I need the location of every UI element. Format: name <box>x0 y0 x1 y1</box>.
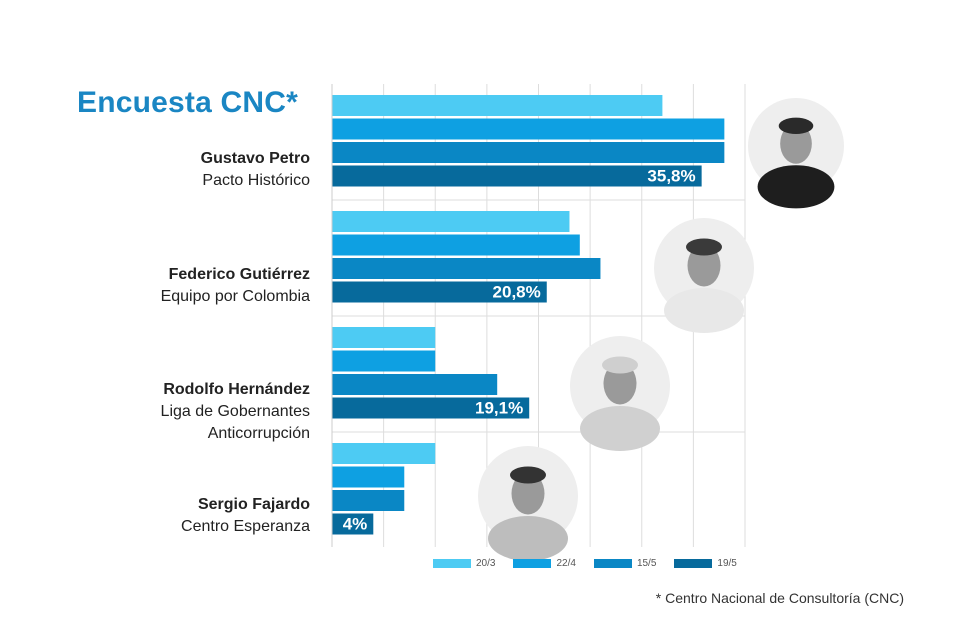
portrait-shoulders <box>580 406 660 451</box>
bar-19-5 <box>332 513 374 535</box>
chart-title: Encuesta CNC* <box>77 86 298 119</box>
bar-22-4 <box>332 118 725 140</box>
chart-legend: 20/3 22/4 15/5 19/5 <box>433 558 737 569</box>
candidate-label-gutierrez: Federico Gutiérrez Equipo por Colombia <box>70 264 310 308</box>
bar-20-3 <box>332 327 436 348</box>
bar-data-label: 4% <box>343 515 368 534</box>
bar-20-3 <box>332 95 663 116</box>
footnote: * Centro Nacional de Consultoría (CNC) <box>655 590 904 606</box>
legend-item: 22/4 <box>513 558 576 569</box>
bar-15-5 <box>332 142 725 163</box>
bar-20-3 <box>332 211 570 232</box>
candidate-name: Sergio Fajardo <box>197 496 310 513</box>
bar-19-5 <box>332 397 530 419</box>
bar-data-label: 35,8% <box>647 167 695 186</box>
bar-19-5 <box>332 165 702 187</box>
bar-19-5 <box>332 281 547 303</box>
portrait-face <box>511 472 545 515</box>
legend-swatch <box>674 559 713 568</box>
candidate-party: Liga de Gobernantes <box>160 403 310 420</box>
candidate-name: Gustavo Petro <box>200 150 310 167</box>
bar-data-label: 20,8% <box>493 283 541 302</box>
candidate-party: Centro Esperanza <box>181 518 310 535</box>
bar-15-5 <box>332 374 498 395</box>
portrait-shoulders <box>664 288 744 333</box>
portrait-hair <box>510 466 546 484</box>
portrait-shoulders <box>757 165 835 209</box>
legend-item: 19/5 <box>674 558 737 569</box>
bar-data-label: 19,1% <box>475 399 523 418</box>
legend-swatch <box>513 559 552 568</box>
bar-22-4 <box>332 350 436 372</box>
portrait-shoulders <box>488 516 568 561</box>
legend-label: 19/5 <box>717 558 737 569</box>
portrait-face <box>603 362 637 405</box>
candidate-party-line-2: Anticorrupción <box>207 425 310 442</box>
portrait-hair <box>602 356 638 374</box>
candidate-party: Equipo por Colombia <box>160 288 310 305</box>
legend-swatch <box>433 559 471 568</box>
portrait-hair <box>686 238 722 256</box>
legend-item: 20/3 <box>433 558 495 569</box>
candidate-party: Pacto Histórico <box>202 172 310 189</box>
portrait-face <box>780 123 812 164</box>
legend-swatch <box>593 559 632 568</box>
bar-22-4 <box>332 466 405 488</box>
bar-15-5 <box>332 258 601 279</box>
candidate-name: Federico Gutiérrez <box>168 266 310 283</box>
legend-item: 15/5 <box>593 558 657 569</box>
bar-20-3 <box>332 443 436 464</box>
candidate-label-petro: Gustavo Petro Pacto Histórico <box>70 148 310 192</box>
candidate-name: Rodolfo Hernández <box>163 381 310 398</box>
candidate-label-fajardo: Sergio Fajardo Centro Esperanza <box>70 494 310 538</box>
portrait-face <box>687 244 721 287</box>
portrait-hair <box>778 117 814 134</box>
candidate-label-hernandez: Rodolfo Hernández Liga de Gobernantes An… <box>70 379 310 445</box>
legend-label: 20/3 <box>476 558 496 569</box>
bar-22-4 <box>332 234 580 256</box>
legend-label: 15/5 <box>636 558 657 569</box>
legend-label: 22/4 <box>556 558 576 569</box>
bar-15-5 <box>332 490 405 511</box>
